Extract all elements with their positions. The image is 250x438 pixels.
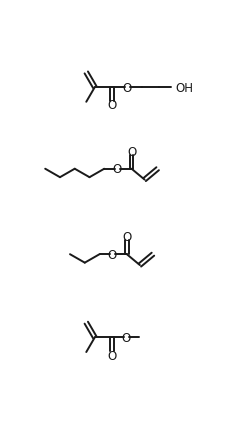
Text: O: O	[122, 81, 132, 94]
Text: OH: OH	[175, 81, 193, 94]
Text: O: O	[127, 145, 136, 158]
Text: O: O	[122, 230, 132, 244]
Text: O: O	[107, 349, 117, 362]
Text: O: O	[107, 99, 117, 112]
Text: O: O	[122, 331, 131, 344]
Text: O: O	[108, 248, 117, 261]
Text: O: O	[112, 163, 122, 176]
